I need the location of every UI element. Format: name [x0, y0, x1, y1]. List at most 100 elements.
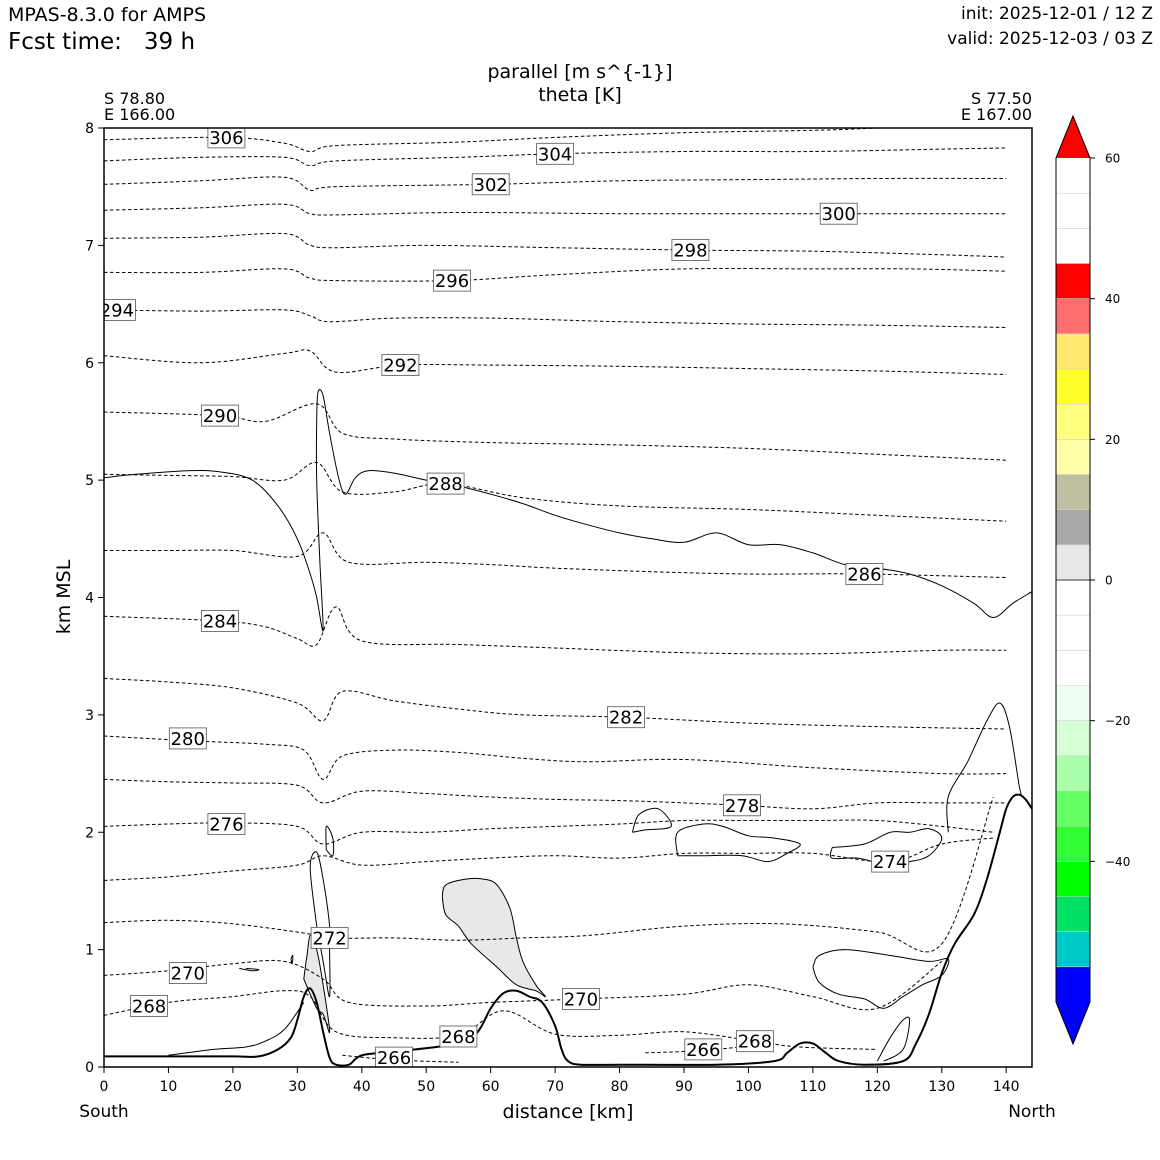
colorbar-segment [1056, 369, 1090, 405]
contour-label-box [375, 1046, 413, 1067]
theta-contour-304 [104, 147, 1007, 167]
wind-zero-contour [876, 1016, 911, 1062]
x-tick-label: 30 [288, 1079, 306, 1095]
contour-label-292: 292 [383, 356, 417, 377]
theta-contour-280 [104, 735, 1007, 780]
right-end-lat: S 77.50 [971, 89, 1032, 108]
theta-contour-266 [645, 1045, 749, 1054]
colorbar-tick-label: 60 [1105, 152, 1120, 166]
wind-zero-contour [946, 702, 1023, 833]
colorbar-tick-label: −40 [1105, 855, 1130, 869]
x-tick-label: 110 [800, 1079, 827, 1095]
theta-contour-292 [104, 349, 1007, 375]
contour-label-288: 288 [428, 474, 462, 495]
x-tick-label: 140 [993, 1079, 1020, 1095]
contour-label-270: 270 [564, 989, 598, 1010]
x-tick-label: 60 [482, 1079, 500, 1095]
theta-contour-270 [104, 959, 943, 1011]
contour-label-300: 300 [822, 204, 856, 225]
contour-label-box [433, 269, 471, 292]
theta-contour-layer [104, 128, 1007, 1063]
contour-label-box [104, 298, 136, 321]
theta-contour-272 [104, 796, 994, 953]
right-end-lon: E 167.00 [961, 105, 1032, 124]
y-tick-label: 7 [85, 238, 94, 254]
init-time: init: 2025-12-01 / 12 Z [960, 4, 1153, 24]
wind-zero-contour-layer [104, 389, 1032, 1062]
colorbar-segment [1056, 509, 1090, 545]
contour-label-266: 266 [686, 1040, 720, 1061]
theta-contour-282 [104, 678, 1007, 730]
contour-label-box [310, 927, 349, 949]
colorbar-segment [1056, 826, 1090, 862]
x-axis-label: distance [km] [503, 1101, 634, 1123]
contour-label-270: 270 [171, 964, 205, 985]
theta-contour-294 [104, 309, 1007, 328]
wind-zero-contour [812, 949, 950, 1009]
contour-label-box [381, 354, 420, 377]
contour-label-box [207, 813, 246, 835]
wind-zero-contour [290, 954, 294, 965]
valid-time: valid: 2025-12-03 / 03 Z [947, 29, 1153, 49]
forecast-time-value: 39 h [143, 29, 196, 55]
contour-label-272: 272 [312, 928, 346, 949]
colorbar-tick-label: −20 [1105, 714, 1130, 728]
contour-label-box [168, 727, 207, 750]
contour-label-box [684, 1038, 723, 1061]
wind-zero-contour [309, 851, 331, 998]
wind-shading-layer [303, 877, 546, 1034]
theta-contour-296 [104, 267, 1007, 282]
x-tick-label: 90 [675, 1079, 693, 1095]
colorbar-segment [1056, 896, 1090, 932]
colorbar-segment [1056, 791, 1090, 827]
theta-contour-276 [104, 819, 994, 845]
terrain-layer [104, 793, 1032, 1067]
contour-label-box [130, 995, 169, 1017]
x-tick-label: 80 [611, 1079, 629, 1095]
contour-label-box [723, 794, 761, 817]
x-tick-label: 10 [160, 1079, 178, 1095]
wind-zero-contour [168, 1002, 305, 1056]
theta-contour-300 [104, 203, 1007, 216]
wind-zero-contour [325, 825, 335, 857]
contour-label-268: 268 [738, 1032, 772, 1053]
wind-zero-contour [631, 807, 672, 833]
colorbar-extend-max [1056, 116, 1090, 158]
y-tick-label: 1 [85, 943, 94, 959]
contour-label-box [871, 850, 910, 873]
contour-label-box [201, 404, 239, 427]
theta-contour-298 [104, 232, 1007, 258]
x-tick-label: 130 [928, 1079, 955, 1095]
x-tick-label: 20 [224, 1079, 242, 1095]
colorbar-segment [1056, 755, 1090, 791]
contour-label-284: 284 [203, 612, 237, 633]
contour-label-268: 268 [441, 1027, 475, 1048]
y-tick-label: 8 [85, 121, 94, 137]
contour-label-box [819, 202, 858, 225]
contour-label-box [536, 142, 574, 165]
colorbar-segment [1056, 966, 1090, 1002]
contour-label-box [471, 173, 510, 196]
x-tick-label: 120 [864, 1079, 891, 1095]
left-end-lat: S 78.80 [104, 89, 165, 108]
y-tick-label: 4 [85, 591, 94, 607]
x-tick-label: 70 [546, 1079, 564, 1095]
colorbar: 60 40 20 0 −20 −40 [1055, 114, 1130, 1046]
wind-zero-contour [829, 828, 943, 865]
theta-contour-302 [104, 176, 1007, 192]
y-tick-label: 2 [85, 825, 94, 841]
contour-label-box [168, 962, 207, 984]
chart-subtitle: theta [K] [538, 84, 622, 106]
contour-label-box [736, 1030, 774, 1053]
wind-zero-contour [239, 967, 260, 972]
forecast-time-label: Fcst time: [8, 29, 122, 55]
contour-label-286: 286 [847, 565, 881, 586]
contour-label-298: 298 [673, 241, 707, 262]
wind-zero-contour [104, 389, 1032, 632]
contour-label-306: 306 [209, 128, 243, 149]
x-tick-label: 40 [353, 1079, 371, 1095]
colorbar-segment [1056, 298, 1090, 334]
contour-label-box [426, 472, 465, 495]
